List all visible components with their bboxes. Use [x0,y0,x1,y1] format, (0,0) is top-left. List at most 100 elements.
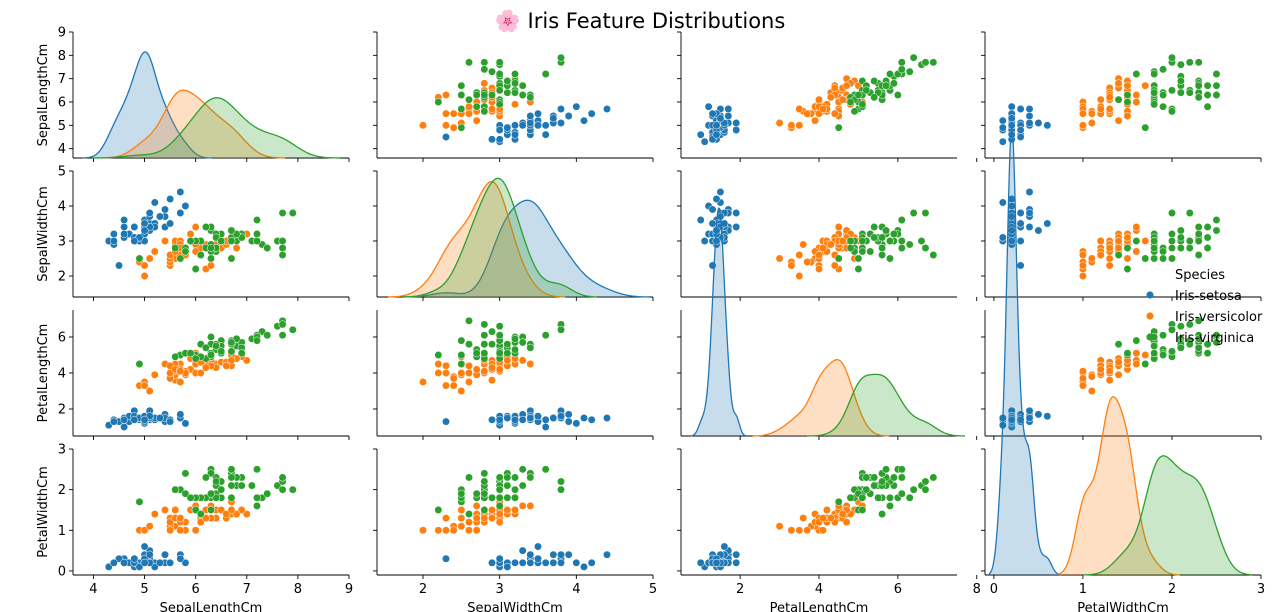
data-point [511,334,519,343]
x-axis-title: PetalLengthCm [770,601,869,612]
data-point [457,336,466,345]
data-point [503,88,512,97]
data-point [1043,219,1052,228]
data-point [854,91,863,99]
data-point [201,363,210,372]
data-point [1123,233,1132,242]
data-point [465,518,473,527]
data-point [465,102,473,111]
data-point [557,412,565,421]
data-point [472,514,481,523]
data-point [1185,340,1194,349]
data-point [795,121,804,130]
data-point [1087,387,1096,395]
data-point [846,98,855,106]
x-tick-label: 2 [736,582,744,597]
data-point [897,216,906,224]
data-point [557,105,565,113]
data-point [278,209,287,217]
data-point [1016,126,1025,134]
data-point [434,98,443,106]
data-point [1123,265,1132,273]
data-point [457,81,466,90]
data-point [897,489,906,498]
data-point [1007,415,1016,424]
data-point [850,107,859,116]
data-point [1132,336,1141,345]
data-point [1203,349,1212,358]
data-point [472,116,481,125]
y-tick-label: 4 [58,142,66,157]
data-point [1150,254,1159,263]
data-point [130,223,139,231]
data-point [227,481,236,490]
data-point [288,485,297,494]
data-point [207,254,215,263]
data-point [472,526,481,535]
data-point [1159,65,1168,74]
data-point [1159,254,1168,263]
data-point [826,514,835,523]
data-point [503,356,512,365]
data-point [870,93,879,102]
data-point [1185,237,1194,245]
x-tick-label: 3 [1257,582,1265,597]
data-point [1176,233,1185,242]
data-point [917,237,926,245]
data-point [1025,188,1034,196]
data-point [511,506,519,514]
kde-line-iris-virginica [402,177,597,298]
data-point [1141,81,1150,90]
data-point [145,522,154,531]
x-tick-label: 4 [815,582,823,597]
data-point [196,510,205,518]
data-point [155,212,164,221]
data-point [1212,81,1221,90]
data-point [557,477,565,486]
data-point [1194,230,1203,238]
legend-entry-setosa: Iris-setosa [1175,289,1242,304]
data-point [480,107,489,116]
data-point [511,415,519,424]
kde-area-iris-setosa [403,200,650,297]
data-point [495,70,504,78]
data-point [1016,261,1025,270]
data-point [541,558,550,567]
data-point [1025,209,1034,217]
data-point [511,558,519,567]
data-point [1123,244,1132,252]
data-point [603,414,611,422]
data-point [557,558,565,567]
data-point [700,237,709,245]
data-point [145,209,154,217]
panel-sepal-width-vs-sepal-width [373,170,654,301]
data-point [921,58,930,67]
data-point [503,473,512,482]
data-point [708,109,717,118]
data-point [893,91,902,99]
data-point [1096,237,1105,245]
data-point [787,121,796,130]
data-point [457,351,466,359]
data-point [511,345,519,354]
data-point [278,251,287,259]
data-point [465,58,473,67]
data-point [1016,209,1025,217]
data-point [115,261,123,270]
data-point [166,219,175,228]
data-point [488,376,496,385]
y-tick-label: 5 [58,119,66,134]
data-point [1132,70,1141,78]
data-point [838,510,847,518]
data-point [866,247,875,256]
data-point [1168,244,1176,252]
data-point [862,485,871,494]
data-point [480,65,489,74]
kde-area-iris-setosa [988,128,1062,575]
y-tick-label: 4 [58,200,66,215]
x-tick-label: 4 [572,582,580,597]
data-point [480,340,489,349]
data-point [237,349,246,358]
data-point [1168,209,1176,217]
legend-marker-setosa [1146,291,1154,299]
